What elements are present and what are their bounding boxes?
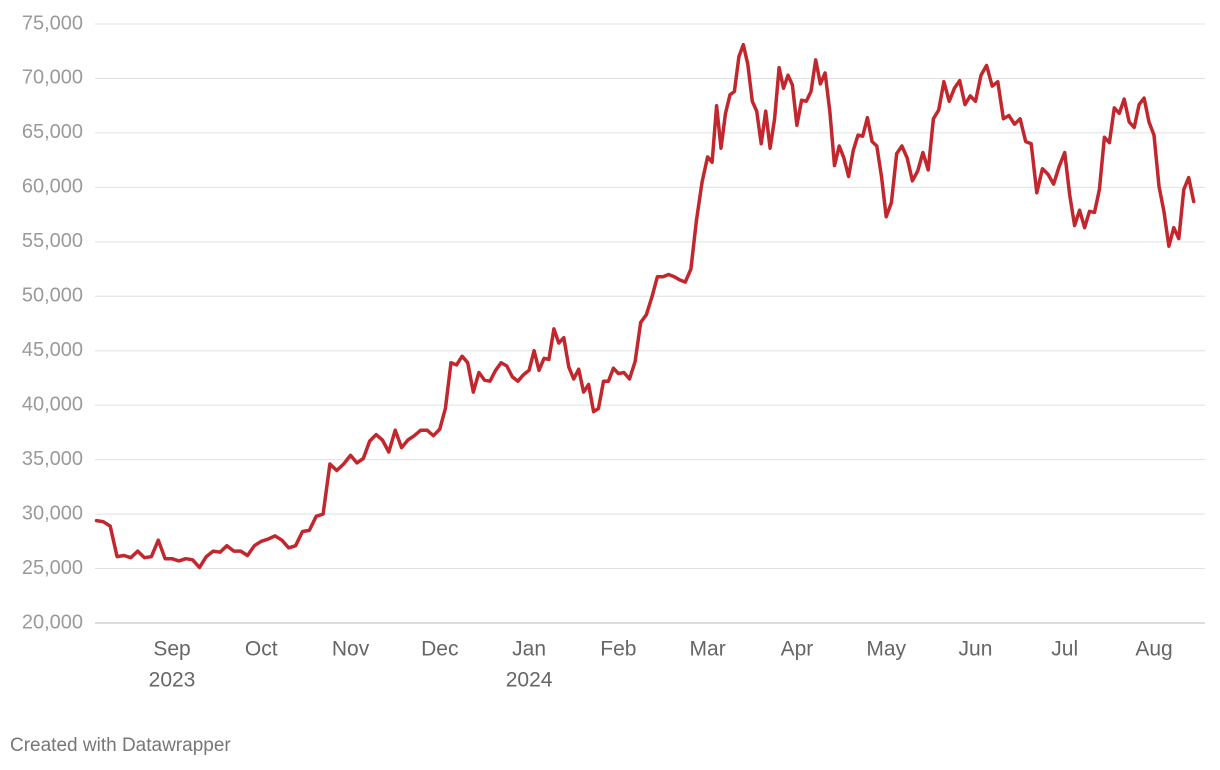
y-tick-label: 75,000 — [22, 12, 83, 34]
y-tick-label: 45,000 — [22, 339, 83, 361]
y-tick-label: 25,000 — [22, 557, 83, 579]
x-tick-label: Jun — [959, 638, 993, 661]
x-tick-label: Nov — [332, 638, 370, 661]
y-tick-label: 60,000 — [22, 176, 83, 198]
x-tick-label: Mar — [690, 638, 726, 661]
x-tick-sublabel: 2024 — [506, 669, 553, 692]
y-tick-label: 35,000 — [22, 448, 83, 470]
y-tick-label: 30,000 — [22, 502, 83, 524]
x-tick-label: Dec — [421, 638, 458, 661]
footer: Created with Datawrapper — [10, 735, 231, 756]
y-tick-label: 65,000 — [22, 121, 83, 143]
y-tick-label: 20,000 — [22, 611, 83, 633]
x-tick-label: Sep — [153, 638, 190, 661]
x-tick-label: Jan — [512, 638, 546, 661]
x-tick-label: Oct — [245, 638, 278, 661]
x-tick-label: Jul — [1051, 638, 1078, 661]
x-tick-label: Aug — [1135, 638, 1172, 661]
y-tick-label: 55,000 — [22, 230, 83, 252]
y-tick-label: 40,000 — [22, 393, 83, 415]
y-tick-label: 50,000 — [22, 285, 83, 307]
x-tick-sublabel: 2023 — [149, 669, 196, 692]
x-tick-label: Apr — [781, 638, 814, 661]
y-tick-label: 70,000 — [22, 67, 83, 89]
price-line — [94, 42, 1196, 570]
x-tick-label: Feb — [600, 638, 636, 661]
x-tick-label: May — [866, 638, 906, 661]
